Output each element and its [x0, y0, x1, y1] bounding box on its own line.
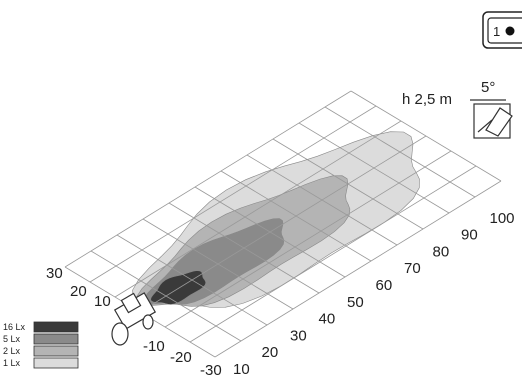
badge-text: 1 — [493, 24, 500, 39]
lamp-icon — [470, 99, 513, 139]
grid-line — [324, 106, 476, 198]
legend-label: 2 Lx — [3, 346, 21, 356]
lateral-label: -10 — [143, 338, 165, 355]
lateral-label: 20 — [70, 283, 87, 300]
distance-label: 80 — [433, 243, 450, 260]
grid-line — [164, 150, 452, 328]
distance-label: 60 — [376, 277, 393, 294]
grid-line — [298, 122, 450, 214]
grid-line — [89, 105, 377, 283]
grid-line — [116, 234, 268, 326]
grid-line — [142, 218, 294, 310]
grid-line — [194, 186, 346, 278]
legend-label: 5 Lx — [3, 334, 21, 344]
legend-swatch — [33, 333, 79, 345]
legend-swatch — [33, 357, 79, 369]
distance-label: 70 — [404, 260, 421, 277]
grid-line — [114, 120, 402, 298]
legend-swatch — [33, 321, 79, 333]
legend: 16 Lx 5 Lx 2 Lx 1 Lx — [3, 321, 79, 369]
lateral-label: -20 — [170, 349, 192, 366]
lateral-label: -30 — [200, 362, 222, 379]
grid-line — [189, 165, 477, 343]
lateral-label: 30 — [46, 265, 63, 282]
distance-label: 40 — [319, 311, 336, 328]
legend-label: 1 Lx — [3, 358, 21, 368]
grid-line — [350, 90, 502, 182]
tractor-icon — [111, 292, 157, 346]
distance-label: 30 — [290, 327, 307, 344]
angle-label: 5° — [481, 79, 495, 96]
grid-line — [272, 138, 424, 230]
grid-line — [139, 135, 427, 313]
legend-label: 16 Lx — [3, 322, 26, 332]
grid-line — [214, 180, 502, 358]
distance-label: 50 — [347, 294, 364, 311]
legend-swatch — [33, 345, 79, 357]
distance-label: 20 — [262, 344, 279, 361]
grid-line — [220, 170, 372, 262]
grid-line — [168, 202, 320, 294]
grid-line — [90, 250, 242, 342]
height-label: h 2,5 m — [402, 91, 452, 108]
axis-labels: 30 20 10 -10 -20 -30 10 20 30 40 50 60 70 80 90 100 — [46, 210, 515, 379]
ground-grid — [64, 90, 502, 358]
grid-line — [246, 154, 398, 246]
grid-line — [64, 90, 352, 268]
distance-label: 100 — [490, 210, 515, 227]
distance-label: 90 — [461, 227, 478, 244]
distance-label: 10 — [233, 361, 250, 378]
lateral-label: 10 — [94, 293, 111, 310]
badge: 1 — [482, 11, 522, 49]
